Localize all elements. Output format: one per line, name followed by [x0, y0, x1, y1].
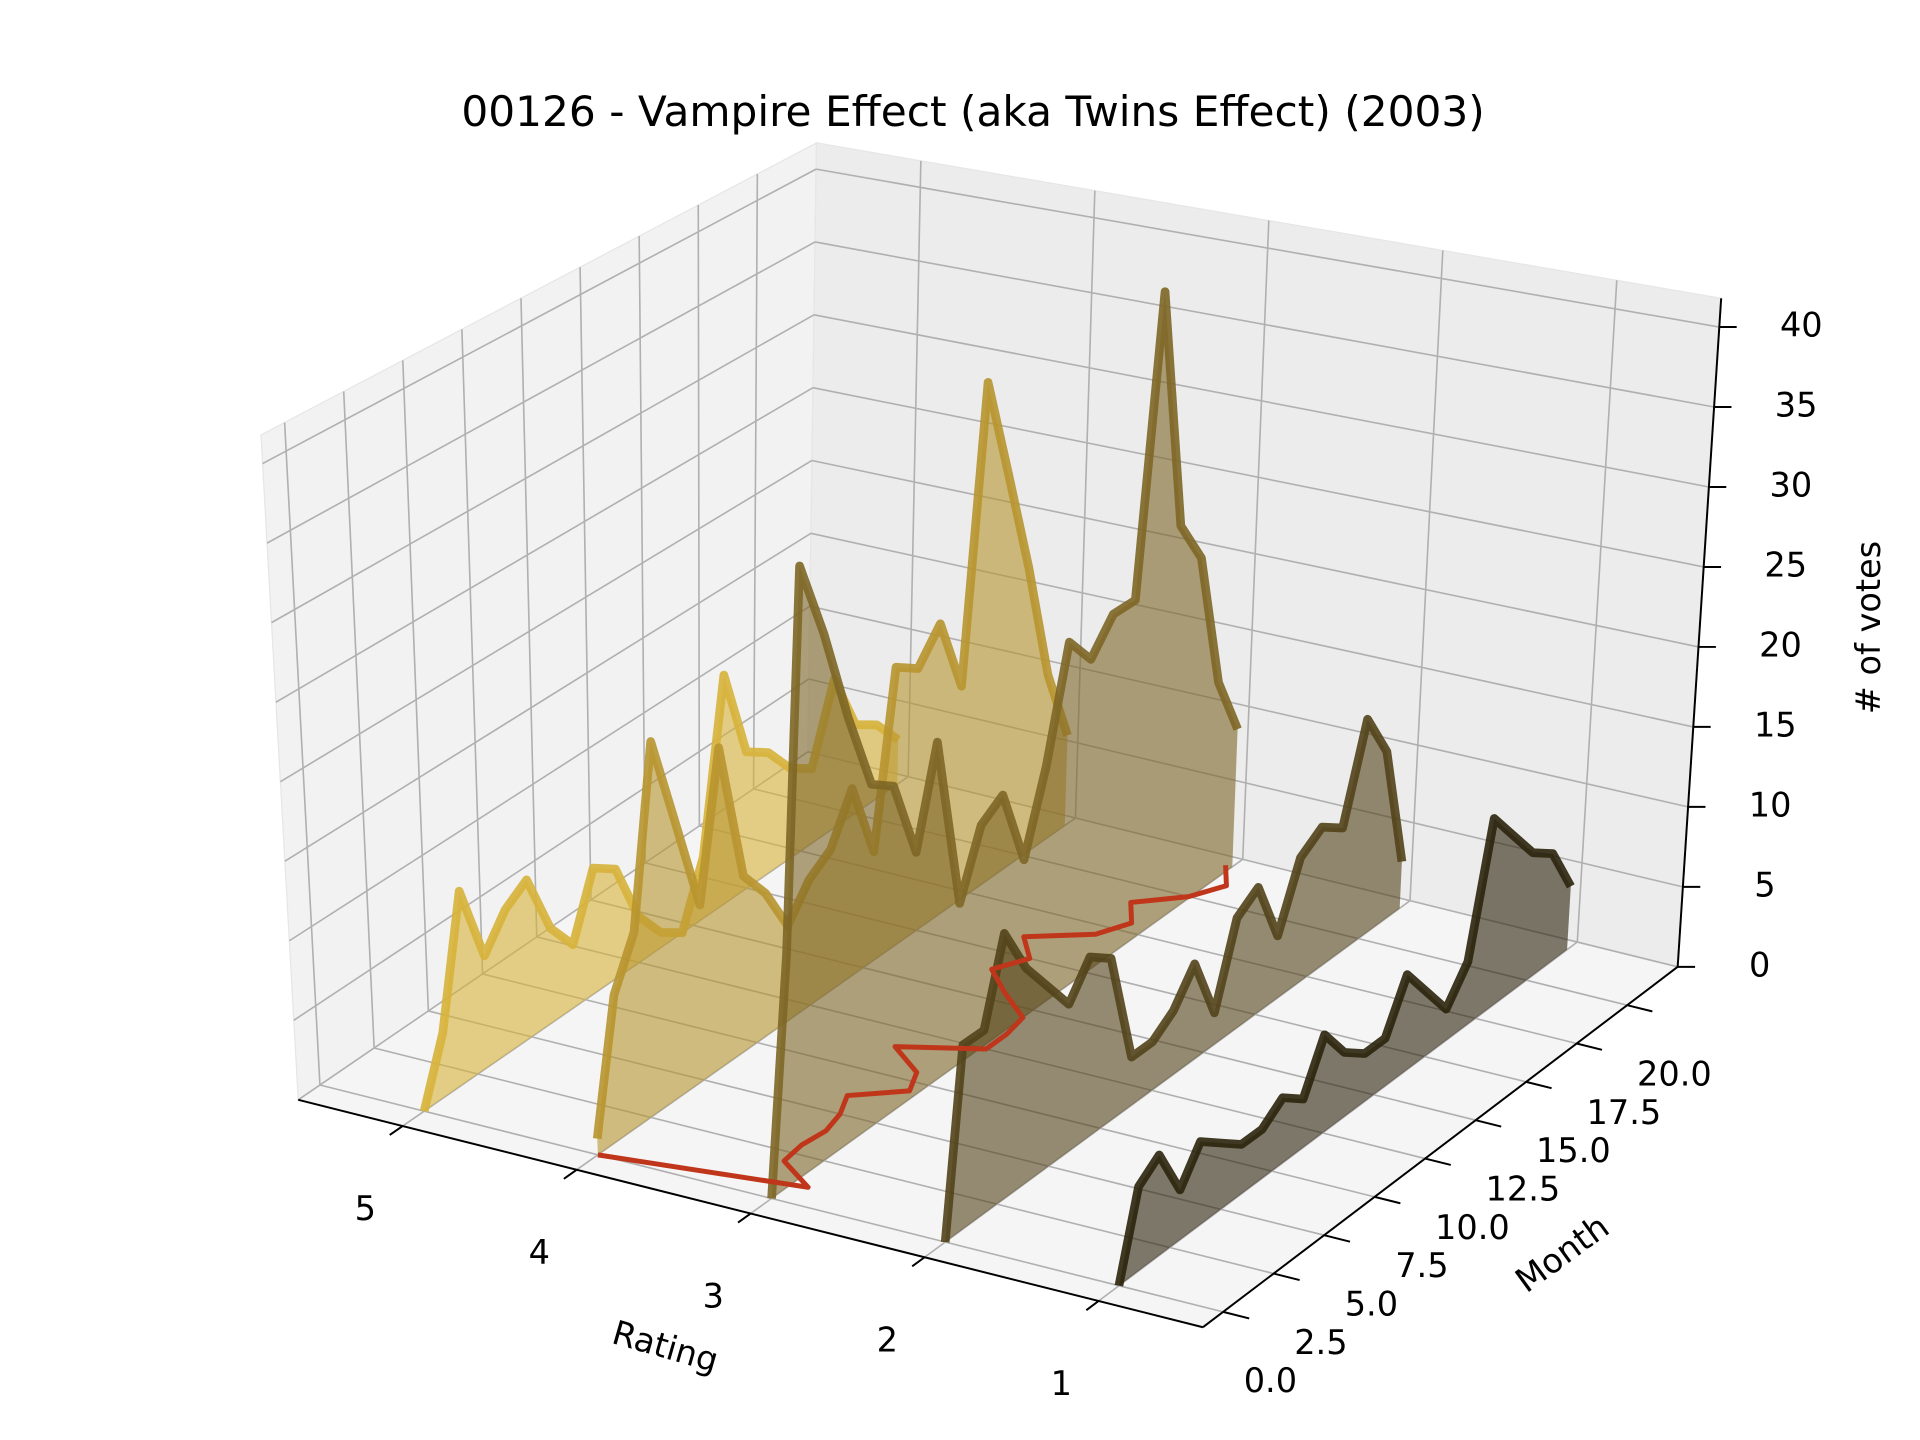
- series-area: [771, 291, 1238, 1199]
- grid-line: [638, 236, 646, 863]
- series-area: [1118, 818, 1571, 1286]
- grid-line: [520, 298, 538, 937]
- y-tick: [1222, 1310, 1250, 1320]
- y-tick-label: 5.0: [1345, 1285, 1398, 1324]
- y-tick: [1374, 1195, 1401, 1205]
- series-area: [945, 719, 1402, 1243]
- grid-line: [697, 205, 701, 826]
- y-tick-label: 0.0: [1244, 1361, 1297, 1400]
- x-tick: [737, 1212, 752, 1224]
- grid-line: [812, 386, 1704, 568]
- x-tick-label: 2: [877, 1320, 898, 1359]
- grid-line: [811, 459, 1699, 648]
- x-tick: [1085, 1300, 1100, 1311]
- y-tick-label: 20.0: [1637, 1055, 1712, 1094]
- y-tick-label: 17.5: [1587, 1093, 1662, 1132]
- x-tick: [389, 1125, 404, 1136]
- x-tick: [911, 1256, 926, 1268]
- grid-line: [401, 360, 430, 1011]
- series-line: [940, 714, 1407, 1243]
- z-tick-label: 40: [1780, 306, 1823, 345]
- y-tick: [1626, 1004, 1653, 1013]
- z-tick-label: 25: [1764, 545, 1807, 584]
- y-tick: [1525, 1080, 1552, 1090]
- z-tick-label: 10: [1749, 785, 1792, 824]
- z-tick-label: 5: [1754, 865, 1775, 904]
- grid-line: [283, 422, 321, 1086]
- grid-line: [271, 314, 815, 624]
- grid-line: [809, 605, 1689, 808]
- y-tick: [1273, 1272, 1300, 1282]
- y-axis-line: [1202, 966, 1679, 1329]
- y-tick-label: 7.5: [1395, 1246, 1448, 1285]
- series-line: [1114, 814, 1575, 1287]
- x-tick-label: 1: [1051, 1364, 1072, 1403]
- x-tick-label: 4: [529, 1233, 550, 1272]
- y-tick-label: 2.5: [1294, 1323, 1347, 1362]
- grid-line: [288, 605, 811, 942]
- grid-line: [342, 391, 375, 1049]
- grid-line: [275, 386, 814, 703]
- y-tick: [1576, 1042, 1603, 1051]
- grid-line: [279, 459, 813, 783]
- mean-rating-line: [597, 865, 1229, 1190]
- grid-line: [815, 168, 1720, 328]
- x-tick-label: 5: [355, 1189, 376, 1228]
- y-tick-label: 10.0: [1435, 1208, 1510, 1247]
- x-tick: [563, 1168, 578, 1180]
- grid-line: [1576, 280, 1618, 943]
- y-tick: [1323, 1234, 1351, 1243]
- z-tick-label: 30: [1770, 465, 1813, 504]
- z-tick-label: 35: [1775, 386, 1818, 425]
- series-area: [597, 382, 1068, 1155]
- z-tick-label: 20: [1759, 625, 1802, 664]
- grid-line: [810, 532, 1694, 728]
- y-tick-label: 15.0: [1536, 1131, 1611, 1170]
- grid-line: [461, 329, 484, 974]
- grid-line: [814, 241, 1715, 408]
- y-tick: [1475, 1119, 1502, 1128]
- grid-line: [579, 267, 592, 900]
- x-tick-label: 3: [703, 1277, 724, 1316]
- grid-line: [284, 532, 812, 862]
- grid-line: [1409, 250, 1444, 901]
- grid-line: [1241, 220, 1270, 860]
- y-tick-label: 12.5: [1486, 1170, 1561, 1209]
- series-area: [424, 675, 899, 1112]
- grid-line: [262, 168, 817, 465]
- z-axis-line: [1676, 298, 1723, 967]
- z-axis-label: # of votes: [1849, 541, 1888, 714]
- series-line: [767, 287, 1242, 1199]
- axes: 1 2 3 4 5 0.02.55.07.510.012.515.017.520.0 0 5 1…: [298, 298, 1823, 1403]
- grid-line: [752, 173, 759, 789]
- y-tick: [1424, 1157, 1452, 1166]
- z-tick-label: 0: [1749, 945, 1770, 984]
- z-tick-label: 15: [1754, 705, 1797, 744]
- x-axis-line: [298, 1098, 1204, 1329]
- grid-line: [813, 314, 1710, 488]
- grid-line: [266, 241, 816, 544]
- chart-title: 00126 - Vampire Effect (aka Twins Effect…: [461, 87, 1484, 136]
- marks: [419, 287, 1575, 1287]
